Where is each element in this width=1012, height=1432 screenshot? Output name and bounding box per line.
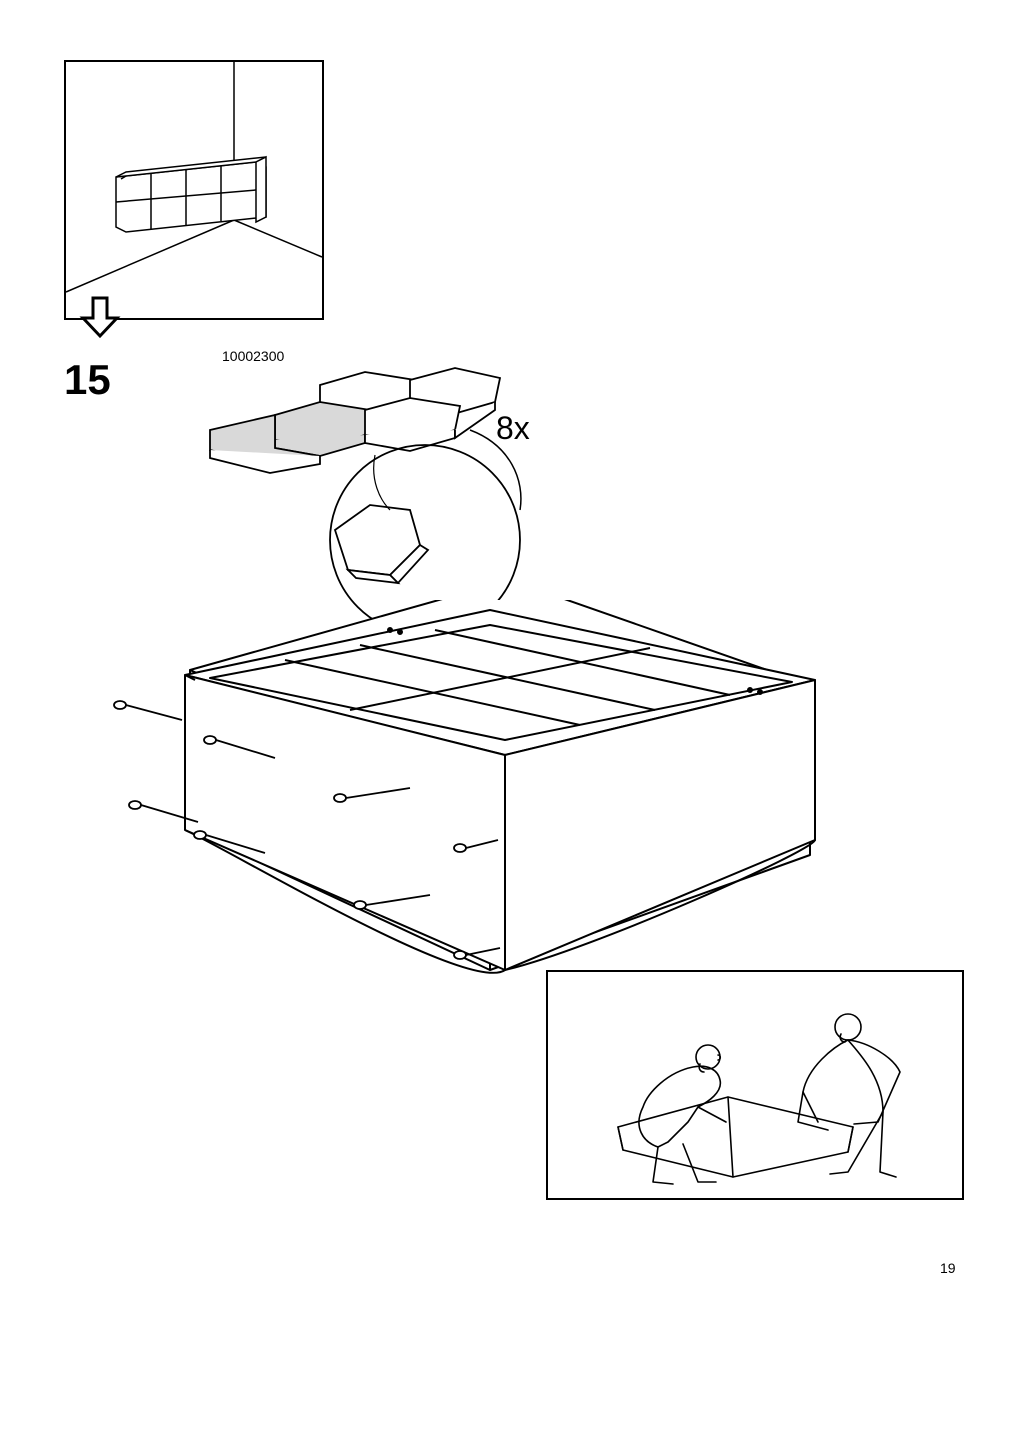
instruction-page: 15 10002300 [0,0,1012,1432]
step-number: 15 [64,356,111,404]
two-person-lift-illustration [548,972,962,1198]
down-arrow-icon [75,292,125,342]
lifting-panel [546,970,964,1200]
shelf-assembly-illustration [90,600,930,1020]
shelf-context-illustration [66,62,322,318]
context-panel [64,60,324,320]
page-number: 19 [940,1260,956,1276]
quantity-label: 8x [496,410,530,447]
